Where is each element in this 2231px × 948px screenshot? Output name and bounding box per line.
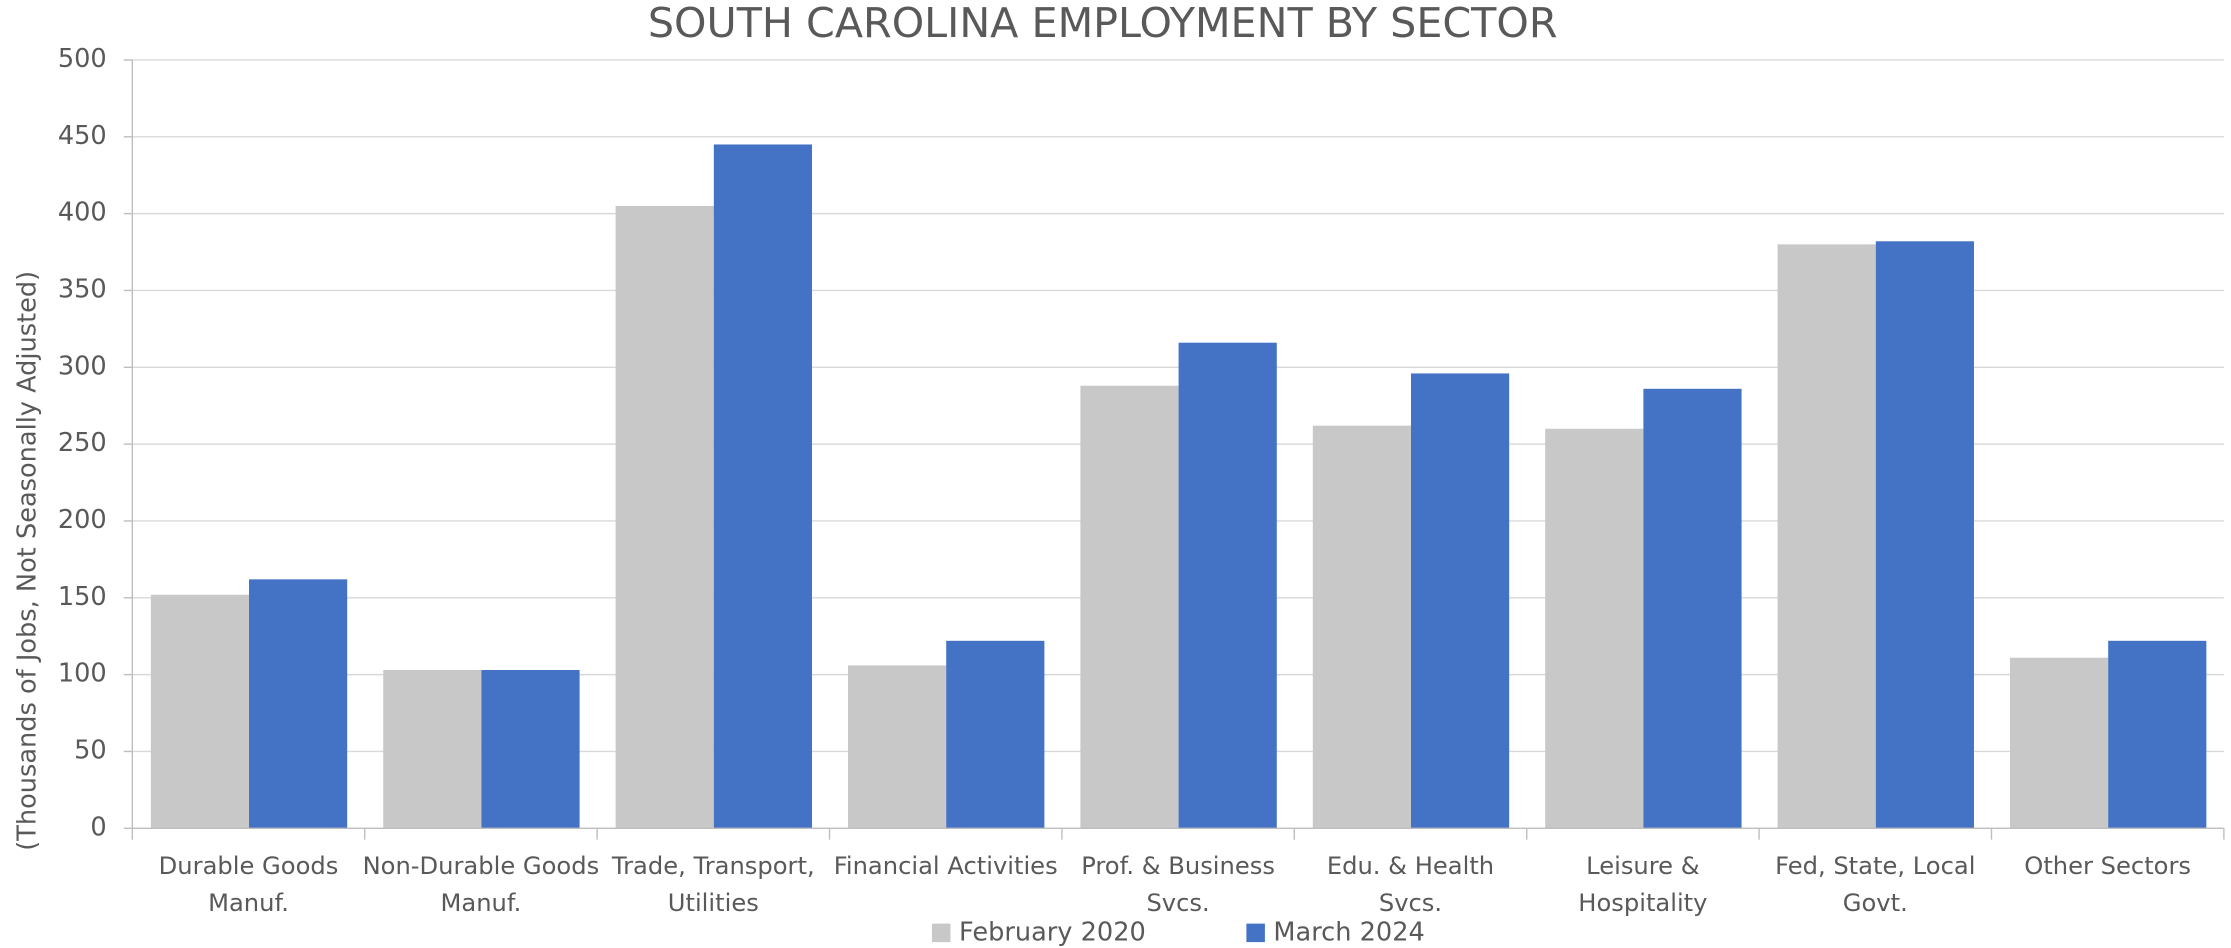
bar (1545, 428, 1644, 829)
x-tick-label: Leisure & Hospitality (1578, 852, 1708, 918)
x-tick-label-box: Fed, State, Local Govt. (1775, 852, 1976, 918)
bar (946, 640, 1045, 829)
bar (1875, 241, 1974, 829)
y-tick-label: 350 (58, 274, 107, 304)
bar (2009, 657, 2109, 829)
x-tick-label: Non-Durable Goods Manuf. (362, 852, 600, 918)
bar (383, 670, 482, 829)
x-tick-label: Durable Goods Manuf. (158, 852, 339, 918)
x-tick-label: Other Sectors (2024, 852, 2192, 881)
x-tick-label-box: Non-Durable Goods Manuf. (362, 852, 600, 918)
chart-title: SOUTH CAROLINA EMPLOYMENT BY SECTOR (648, 0, 1558, 47)
x-tick-label: Edu. & Health Svcs. (1326, 852, 1495, 918)
y-tick-label: 450 (58, 121, 107, 151)
legend-label: March 2024 (1273, 918, 1424, 948)
x-tick-label-box: Leisure & Hospitality (1578, 852, 1708, 918)
y-tick-label: 50 (74, 735, 107, 765)
bar (1080, 385, 1179, 829)
bar (848, 665, 947, 829)
bar (615, 205, 714, 829)
y-tick-label: 200 (58, 505, 107, 535)
y-tick-label: 300 (58, 351, 107, 381)
x-tick-label: Financial Activities (833, 852, 1058, 881)
bar (1777, 244, 1876, 829)
y-tick-label: 400 (58, 198, 107, 228)
bar (1643, 388, 1742, 829)
y-tick-label: 0 (90, 812, 106, 842)
bar (481, 670, 580, 829)
y-axis-label: (Thousands of Jobs, Not Seasonally Adjus… (12, 271, 42, 851)
legend-swatch (1246, 923, 1265, 943)
y-tick-label: 250 (58, 428, 107, 458)
x-tick-label: Fed, State, Local Govt. (1775, 852, 1976, 918)
x-tick-label: Trade, Transport, Utilities (611, 852, 815, 918)
bar (713, 144, 812, 829)
y-tick-label: 100 (58, 659, 107, 689)
y-tick-label: 500 (58, 44, 107, 74)
bar (150, 594, 249, 829)
x-tick-label-box: Durable Goods Manuf. (158, 852, 339, 918)
y-tick-label: 150 (58, 582, 107, 612)
x-tick-label-box: Trade, Transport, Utilities (611, 852, 815, 918)
x-tick-label-box: Other Sectors (2024, 852, 2192, 881)
x-tick-label-box: Edu. & Health Svcs. (1326, 852, 1495, 918)
legend-label: February 2020 (959, 918, 1146, 948)
bar (1178, 342, 1277, 829)
bar (2108, 640, 2207, 829)
legend-swatch (931, 923, 951, 943)
x-tick-label: Prof. & Business Svcs. (1081, 852, 1275, 918)
x-tick-label-box: Financial Activities (833, 852, 1058, 881)
bar (1410, 373, 1510, 829)
bar (1312, 425, 1411, 829)
x-tick-label-box: Prof. & Business Svcs. (1081, 852, 1275, 918)
bar (249, 579, 348, 829)
